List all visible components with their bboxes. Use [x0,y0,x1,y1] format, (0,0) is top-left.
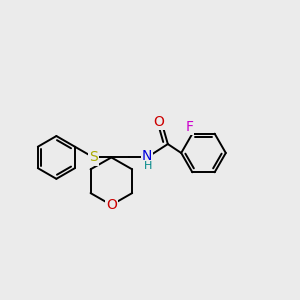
Text: F: F [185,120,194,134]
Text: S: S [89,150,98,164]
Text: N: N [142,149,152,163]
Text: H: H [144,161,152,171]
Text: O: O [154,115,164,129]
Text: O: O [106,198,117,212]
